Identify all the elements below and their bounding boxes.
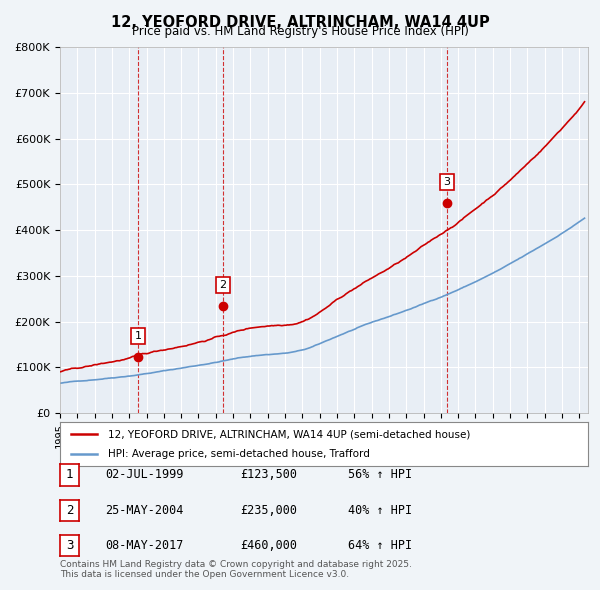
Text: £123,500: £123,500 <box>240 468 297 481</box>
Text: 12, YEOFORD DRIVE, ALTRINCHAM, WA14 4UP: 12, YEOFORD DRIVE, ALTRINCHAM, WA14 4UP <box>110 15 490 30</box>
Text: 3: 3 <box>443 177 451 187</box>
Text: 2: 2 <box>66 504 73 517</box>
Text: HPI: Average price, semi-detached house, Trafford: HPI: Average price, semi-detached house,… <box>107 449 370 458</box>
Text: 25-MAY-2004: 25-MAY-2004 <box>105 504 184 517</box>
Text: £460,000: £460,000 <box>240 539 297 552</box>
Text: Price paid vs. HM Land Registry's House Price Index (HPI): Price paid vs. HM Land Registry's House … <box>131 25 469 38</box>
Text: 1: 1 <box>134 331 142 341</box>
Text: £235,000: £235,000 <box>240 504 297 517</box>
Text: 1: 1 <box>66 468 73 481</box>
Text: 08-MAY-2017: 08-MAY-2017 <box>105 539 184 552</box>
Text: 2: 2 <box>219 280 226 290</box>
Text: 56% ↑ HPI: 56% ↑ HPI <box>348 468 412 481</box>
Text: Contains HM Land Registry data © Crown copyright and database right 2025.
This d: Contains HM Land Registry data © Crown c… <box>60 560 412 579</box>
Text: 40% ↑ HPI: 40% ↑ HPI <box>348 504 412 517</box>
Text: 3: 3 <box>66 539 73 552</box>
Text: 02-JUL-1999: 02-JUL-1999 <box>105 468 184 481</box>
Text: 12, YEOFORD DRIVE, ALTRINCHAM, WA14 4UP (semi-detached house): 12, YEOFORD DRIVE, ALTRINCHAM, WA14 4UP … <box>107 430 470 439</box>
Text: 64% ↑ HPI: 64% ↑ HPI <box>348 539 412 552</box>
